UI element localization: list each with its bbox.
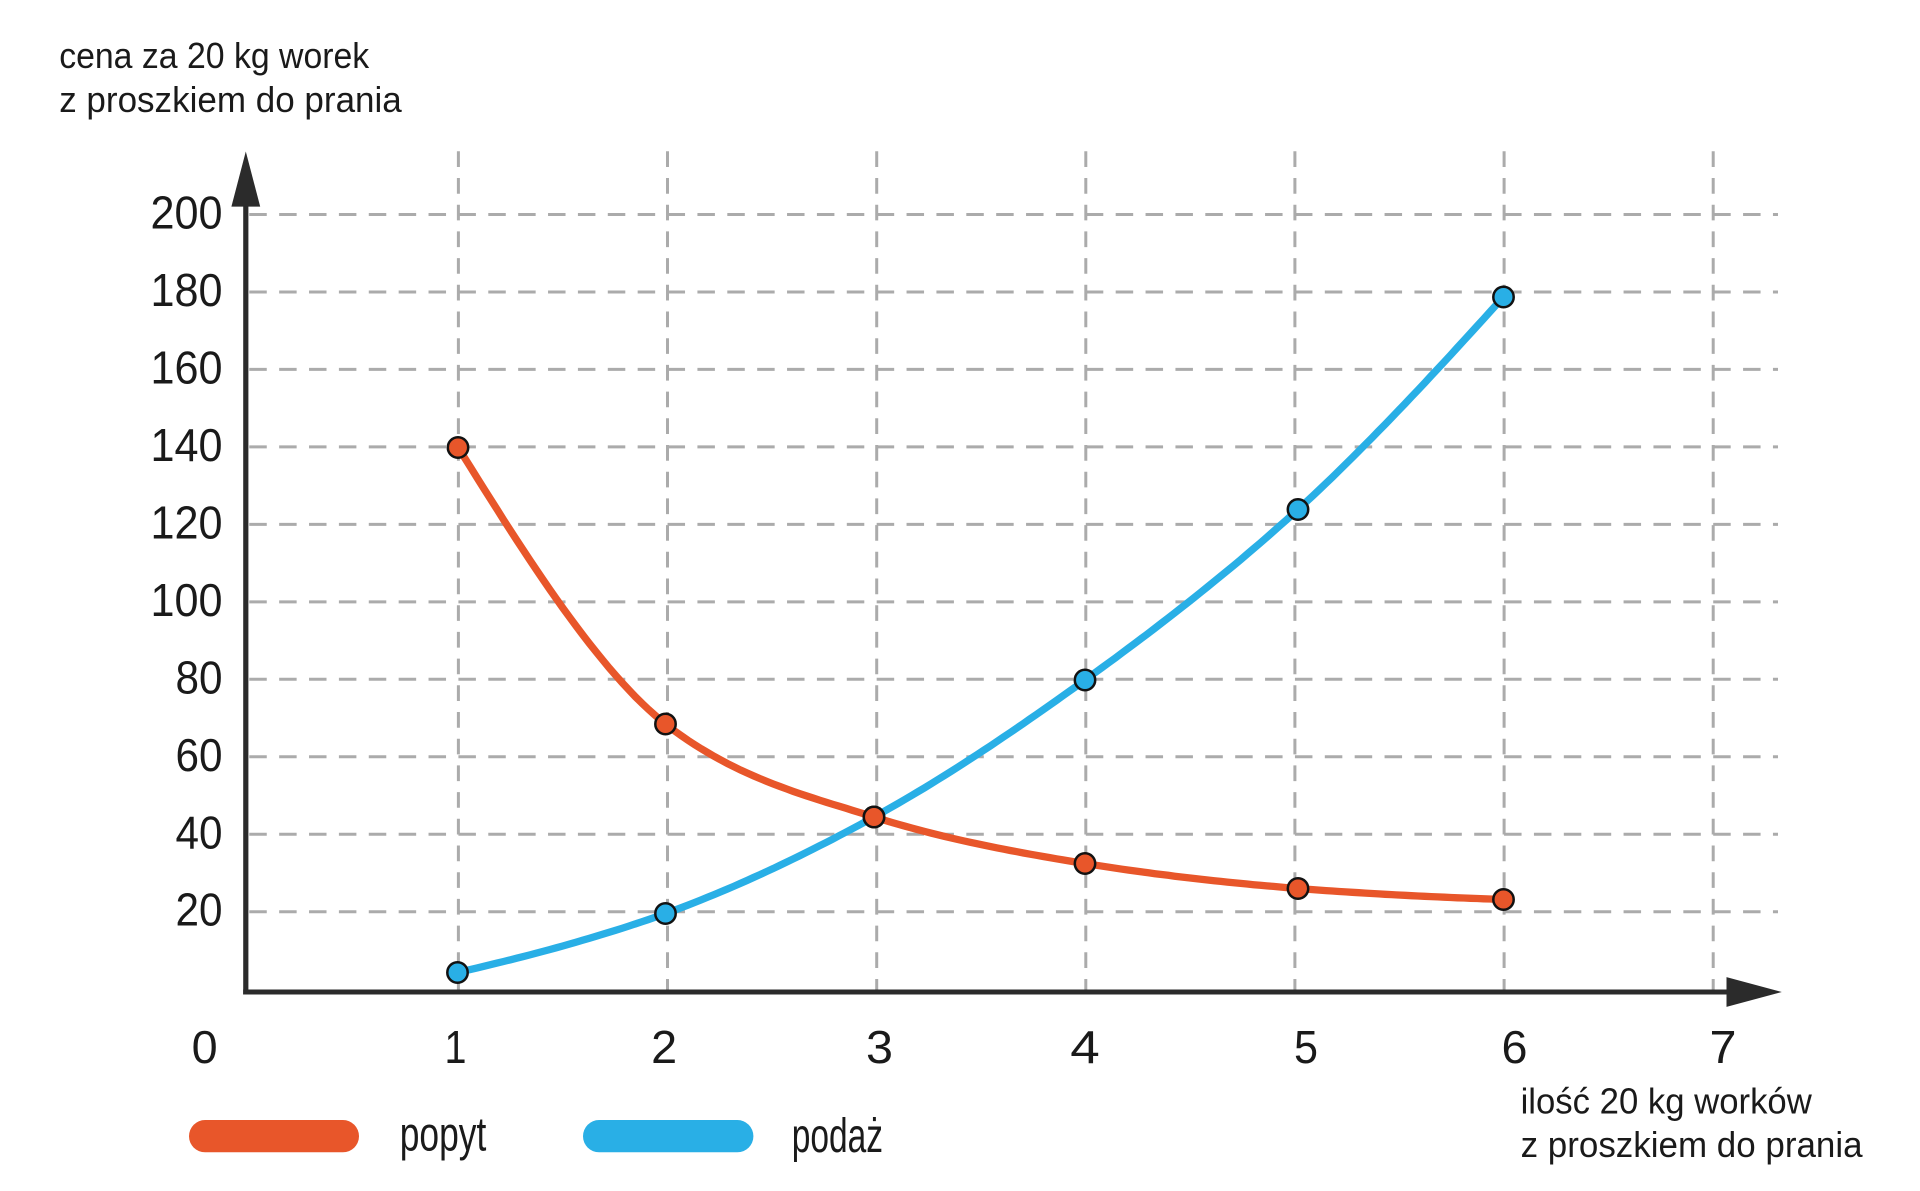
svg-text:200: 200 [151,187,223,239]
svg-text:0: 0 [192,1021,218,1073]
svg-text:6: 6 [1502,1021,1528,1073]
svg-text:ilość 20 kg worków: ilość 20 kg worków [1521,1081,1813,1122]
svg-text:160: 160 [151,341,223,393]
svg-text:3: 3 [866,1021,893,1073]
svg-text:7: 7 [1710,1021,1737,1073]
svg-text:z proszkiem do prania: z proszkiem do prania [1521,1124,1864,1165]
svg-text:2: 2 [651,1021,677,1073]
svg-text:40: 40 [176,806,223,858]
svg-text:180: 180 [151,264,223,316]
svg-text:1: 1 [445,1021,467,1073]
svg-text:z proszkiem do prania: z proszkiem do prania [59,79,403,120]
svg-text:120: 120 [151,496,223,548]
svg-text:80: 80 [176,651,223,703]
svg-text:100: 100 [151,574,223,626]
svg-text:5: 5 [1294,1021,1318,1073]
svg-text:4: 4 [1070,1021,1100,1073]
svg-text:cena za 20 kg worek: cena za 20 kg worek [59,35,370,76]
svg-text:60: 60 [176,729,223,781]
svg-text:podaż: podaż [792,1110,883,1163]
svg-text:140: 140 [151,419,223,471]
svg-text:20: 20 [176,884,223,936]
svg-text:popyt: popyt [400,1109,487,1162]
